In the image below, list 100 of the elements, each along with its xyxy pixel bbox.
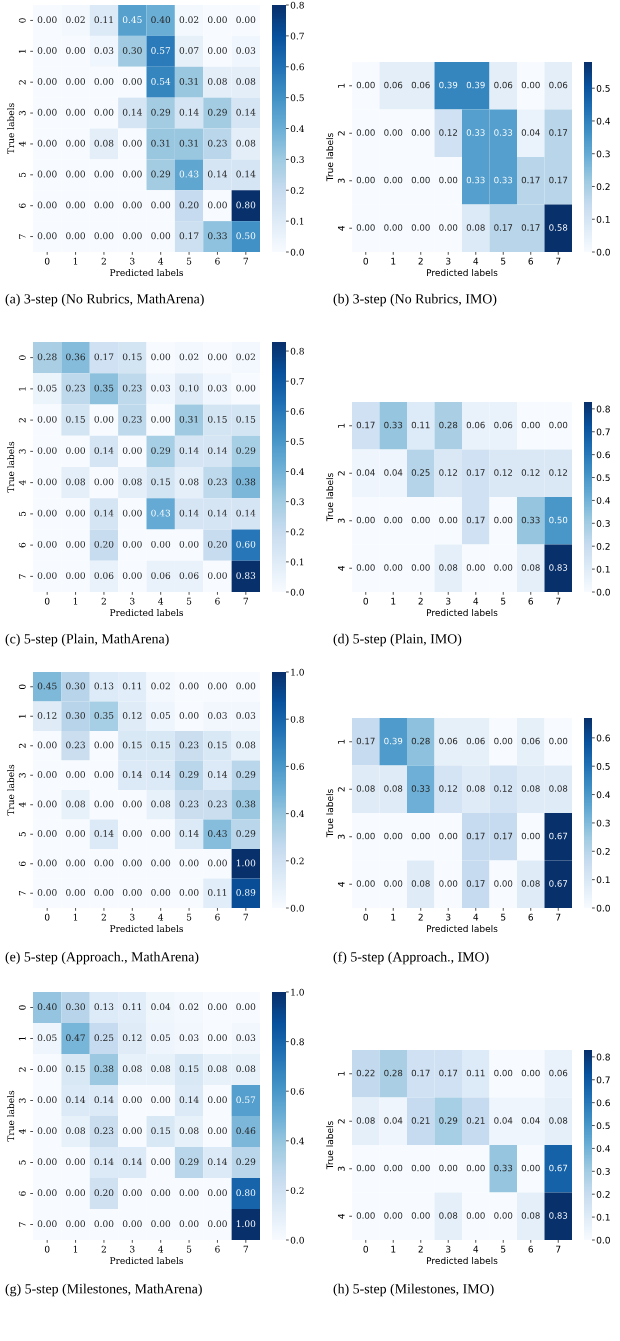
data-label: 0.22 (356, 1069, 375, 1077)
data-label: 0.15 (122, 353, 142, 361)
color-bar-label: 0.7 (596, 428, 610, 436)
data-label: 0.00 (37, 859, 57, 867)
data-label: 0.00 (66, 1220, 86, 1228)
data-label: 0.04 (151, 1003, 171, 1011)
y-tick-label: 5 (18, 832, 26, 837)
color-bar-label: 0.5 (596, 474, 610, 482)
y-tick-label: 2 (18, 743, 26, 749)
data-label: 0.23 (122, 384, 142, 392)
data-label: 0.23 (122, 415, 142, 423)
color-bar-label: 0.7 (290, 377, 304, 385)
data-label: 0.20 (94, 540, 114, 548)
x-tick-label: 2 (101, 597, 106, 605)
y-tick-label: 3 (18, 110, 26, 116)
data-label: 0.00 (521, 421, 540, 429)
text: (f) 5-step (Approach., IMO) (333, 951, 489, 965)
x-tick-label: 4 (158, 597, 164, 605)
data-label: 0.03 (94, 47, 114, 54)
data-label: 0.00 (37, 1158, 57, 1166)
data-label: 0.15 (122, 741, 142, 749)
data-label: 0.00 (356, 1212, 375, 1219)
data-label: 0.14 (94, 447, 114, 454)
x-axis-title: Predicted labels (110, 269, 184, 277)
color-bar-label: 0.5 (596, 84, 610, 92)
data-label: 0.02 (179, 353, 199, 361)
data-label: 0.28 (411, 737, 430, 745)
data-label: 0.29 (236, 830, 256, 837)
data-label: 0.30 (66, 1003, 86, 1011)
x-tick-label: 3 (446, 913, 451, 921)
data-label: 0.11 (411, 421, 430, 429)
data-label: 0.00 (37, 830, 57, 837)
x-tick-label: 6 (528, 257, 534, 265)
x-tick-label: 2 (418, 257, 423, 265)
data-label: 0.00 (521, 81, 540, 89)
color-bar-label: 0.1 (596, 876, 610, 884)
y-tick-label: 4 (337, 1213, 345, 1219)
data-label: 0.08 (66, 1127, 86, 1135)
x-tick-label: 7 (556, 913, 561, 921)
data-label: 0.80 (236, 1189, 256, 1197)
data-label: 0.00 (439, 880, 458, 887)
data-label: 0.00 (207, 1034, 227, 1042)
color-bar-label: 0.3 (290, 498, 304, 506)
data-label: 0.02 (151, 682, 170, 690)
color-bar-label: 0.8 (290, 347, 304, 355)
data-label: 0.00 (439, 224, 458, 231)
data-label: 0.00 (37, 1096, 57, 1104)
data-label: 0.38 (236, 478, 256, 486)
color-bar-label: 0.0 (290, 904, 304, 912)
data-label: 0.00 (466, 564, 485, 571)
y-tick-label: 1 (18, 387, 26, 391)
data-label: 0.00 (37, 889, 57, 896)
data-label: 0.36 (66, 353, 86, 361)
data-label: 0.00 (37, 741, 57, 749)
y-tick-label: 5 (18, 511, 26, 516)
data-label: 0.11 (122, 682, 142, 690)
y-tick-label: 2 (18, 418, 26, 423)
y-tick-label: 7 (18, 1222, 26, 1227)
data-label: 0.00 (207, 16, 227, 24)
data-label: 0.00 (122, 1096, 142, 1104)
data-label: 0.29 (439, 1117, 458, 1124)
data-label: 0.00 (66, 139, 86, 147)
text: (a) 3-step (No Rubrics, MathArena) (5, 293, 204, 307)
data-label: 0.29 (236, 1158, 256, 1166)
data-label: 0.08 (94, 139, 114, 147)
data-label: 0.30 (66, 712, 86, 719)
data-label: 0.23 (207, 139, 227, 147)
data-label: 0.40 (37, 1003, 57, 1011)
x-tick-label: 4 (473, 597, 479, 605)
data-label: 0.00 (494, 1069, 513, 1077)
data-label: 0.12 (37, 712, 57, 719)
data-label: 0.08 (384, 785, 403, 792)
color-bar-label: 0.6 (290, 1087, 304, 1095)
x-tick-label: 4 (473, 1245, 479, 1253)
data-label: 0.00 (356, 129, 375, 136)
data-label: 0.00 (151, 201, 171, 209)
x-tick-label: 5 (501, 913, 506, 921)
x-axis-title: Predicted labels (110, 925, 184, 933)
color-bar-label: 0.1 (596, 1213, 610, 1221)
color-bar-label: 0.2 (290, 528, 304, 536)
data-label: 0.33 (521, 516, 540, 524)
color-bar-label: 0.7 (596, 1076, 610, 1084)
y-tick-label: 2 (337, 471, 345, 476)
x-tick-label: 7 (556, 257, 561, 265)
y-tick-label: 1 (337, 1071, 345, 1076)
data-label: 0.14 (207, 170, 228, 178)
color-bar-label: 0.4 (290, 810, 305, 818)
y-tick-label: 7 (18, 234, 26, 239)
data-label: 0.04 (521, 129, 540, 136)
data-label: 0.17 (356, 421, 375, 429)
data-label: 0.31 (151, 139, 170, 147)
x-tick-label: 3 (130, 257, 135, 265)
color-bar-label: 0.1 (290, 217, 304, 225)
data-label: 0.00 (94, 741, 114, 749)
data-label: 0.00 (122, 800, 142, 808)
data-label: 0.05 (151, 712, 171, 719)
data-label: 0.08 (122, 478, 142, 486)
data-label: 0.40 (151, 16, 171, 24)
data-label: 0.45 (37, 682, 57, 690)
data-label: 0.00 (37, 478, 57, 486)
